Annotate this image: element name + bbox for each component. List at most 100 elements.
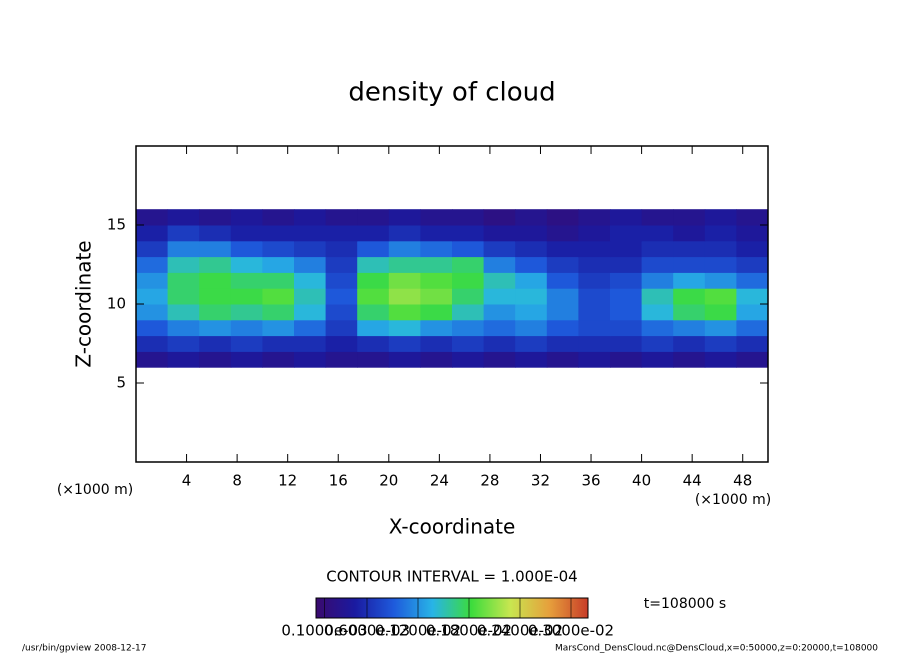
heat-cell bbox=[704, 240, 737, 258]
heat-cell bbox=[736, 272, 769, 289]
heat-cell bbox=[452, 225, 485, 242]
heat-cell bbox=[199, 225, 232, 242]
heat-cell bbox=[641, 256, 674, 273]
heat-cell bbox=[388, 319, 421, 337]
heat-cell bbox=[420, 225, 453, 242]
heat-cell bbox=[325, 256, 358, 273]
heat-cell bbox=[420, 351, 453, 368]
heat-cell bbox=[357, 351, 390, 368]
heat-cell bbox=[420, 240, 453, 258]
heat-cell bbox=[136, 351, 169, 368]
x-tick-label: 40 bbox=[632, 472, 651, 490]
heat-cell bbox=[388, 209, 421, 226]
heat-cell bbox=[167, 335, 200, 352]
heat-cell bbox=[357, 319, 390, 337]
heat-cell bbox=[673, 256, 706, 273]
heat-cell bbox=[704, 319, 737, 337]
heat-cell bbox=[167, 256, 200, 273]
heat-cell bbox=[167, 209, 200, 226]
heat-cell bbox=[230, 288, 263, 305]
heat-cell bbox=[610, 272, 643, 289]
heat-cell bbox=[262, 240, 295, 258]
heat-cell bbox=[325, 209, 358, 226]
heat-cell bbox=[357, 272, 390, 289]
heat-cell bbox=[515, 240, 548, 258]
colorbar-tick-label: 0.3000e-02 bbox=[528, 622, 614, 640]
heat-cell bbox=[736, 319, 769, 337]
heat-cell bbox=[736, 240, 769, 258]
x-tick-label: 36 bbox=[581, 472, 600, 490]
heat-cell bbox=[420, 319, 453, 337]
heat-cell bbox=[230, 256, 263, 273]
x-tick-label: 28 bbox=[480, 472, 499, 490]
heat-cell bbox=[420, 304, 453, 321]
colorbar-tick-label: 0.6000e-03 bbox=[324, 622, 410, 640]
heat-cell bbox=[388, 351, 421, 368]
heat-cell bbox=[199, 240, 232, 258]
heat-cell bbox=[736, 209, 769, 226]
heat-cell bbox=[515, 209, 548, 226]
heat-cell bbox=[515, 335, 548, 352]
heat-cell bbox=[515, 319, 548, 337]
heat-cell bbox=[452, 288, 485, 305]
heat-cell bbox=[673, 335, 706, 352]
heat-cell bbox=[673, 272, 706, 289]
heat-cell bbox=[736, 304, 769, 321]
heat-cell bbox=[136, 256, 169, 273]
heat-cell bbox=[641, 209, 674, 226]
heat-cell bbox=[357, 256, 390, 273]
heat-cell bbox=[673, 209, 706, 226]
heat-cell bbox=[357, 335, 390, 352]
heat-cell bbox=[546, 209, 579, 226]
heat-cell bbox=[452, 240, 485, 258]
heat-cell bbox=[388, 256, 421, 273]
heat-cell bbox=[546, 256, 579, 273]
heat-cell bbox=[673, 225, 706, 242]
heat-cell bbox=[578, 319, 611, 337]
heat-cell bbox=[452, 272, 485, 289]
heat-cell bbox=[546, 319, 579, 337]
heat-cell bbox=[610, 351, 643, 368]
heat-cell bbox=[294, 209, 327, 226]
heat-cell bbox=[136, 288, 169, 305]
heat-cell bbox=[515, 256, 548, 273]
heat-cell bbox=[325, 225, 358, 242]
heat-cell bbox=[388, 240, 421, 258]
y-axis-label: Z-coordinate bbox=[72, 240, 96, 367]
heat-cell bbox=[515, 304, 548, 321]
heat-cell bbox=[388, 304, 421, 321]
heat-cell bbox=[230, 319, 263, 337]
heat-cell bbox=[610, 225, 643, 242]
heat-cell bbox=[199, 335, 232, 352]
heat-cell bbox=[136, 240, 169, 258]
heat-cell bbox=[736, 288, 769, 305]
heat-cell bbox=[546, 351, 579, 368]
heat-cell bbox=[199, 256, 232, 273]
heat-cell bbox=[136, 319, 169, 337]
heat-cell bbox=[136, 272, 169, 289]
heat-cell bbox=[610, 256, 643, 273]
heat-cell bbox=[546, 335, 579, 352]
heat-cell bbox=[357, 288, 390, 305]
heat-cell bbox=[420, 256, 453, 273]
heat-cell bbox=[230, 335, 263, 352]
heat-cell bbox=[546, 272, 579, 289]
colorbar-tick-label: 0.1200e-02 bbox=[375, 622, 461, 640]
heat-cell bbox=[136, 304, 169, 321]
heat-cell bbox=[325, 335, 358, 352]
heat-cell bbox=[641, 304, 674, 321]
heat-cell bbox=[483, 240, 516, 258]
heat-cell bbox=[641, 272, 674, 289]
heat-cell bbox=[294, 351, 327, 368]
x-axis-label: X-coordinate bbox=[389, 515, 516, 539]
heat-cell bbox=[610, 304, 643, 321]
heat-cell bbox=[262, 209, 295, 226]
heat-cell bbox=[199, 351, 232, 368]
heat-cell bbox=[578, 225, 611, 242]
heat-cell bbox=[325, 288, 358, 305]
heat-cell bbox=[610, 209, 643, 226]
heat-cell bbox=[578, 288, 611, 305]
heat-cell bbox=[515, 272, 548, 289]
heat-cell bbox=[704, 272, 737, 289]
